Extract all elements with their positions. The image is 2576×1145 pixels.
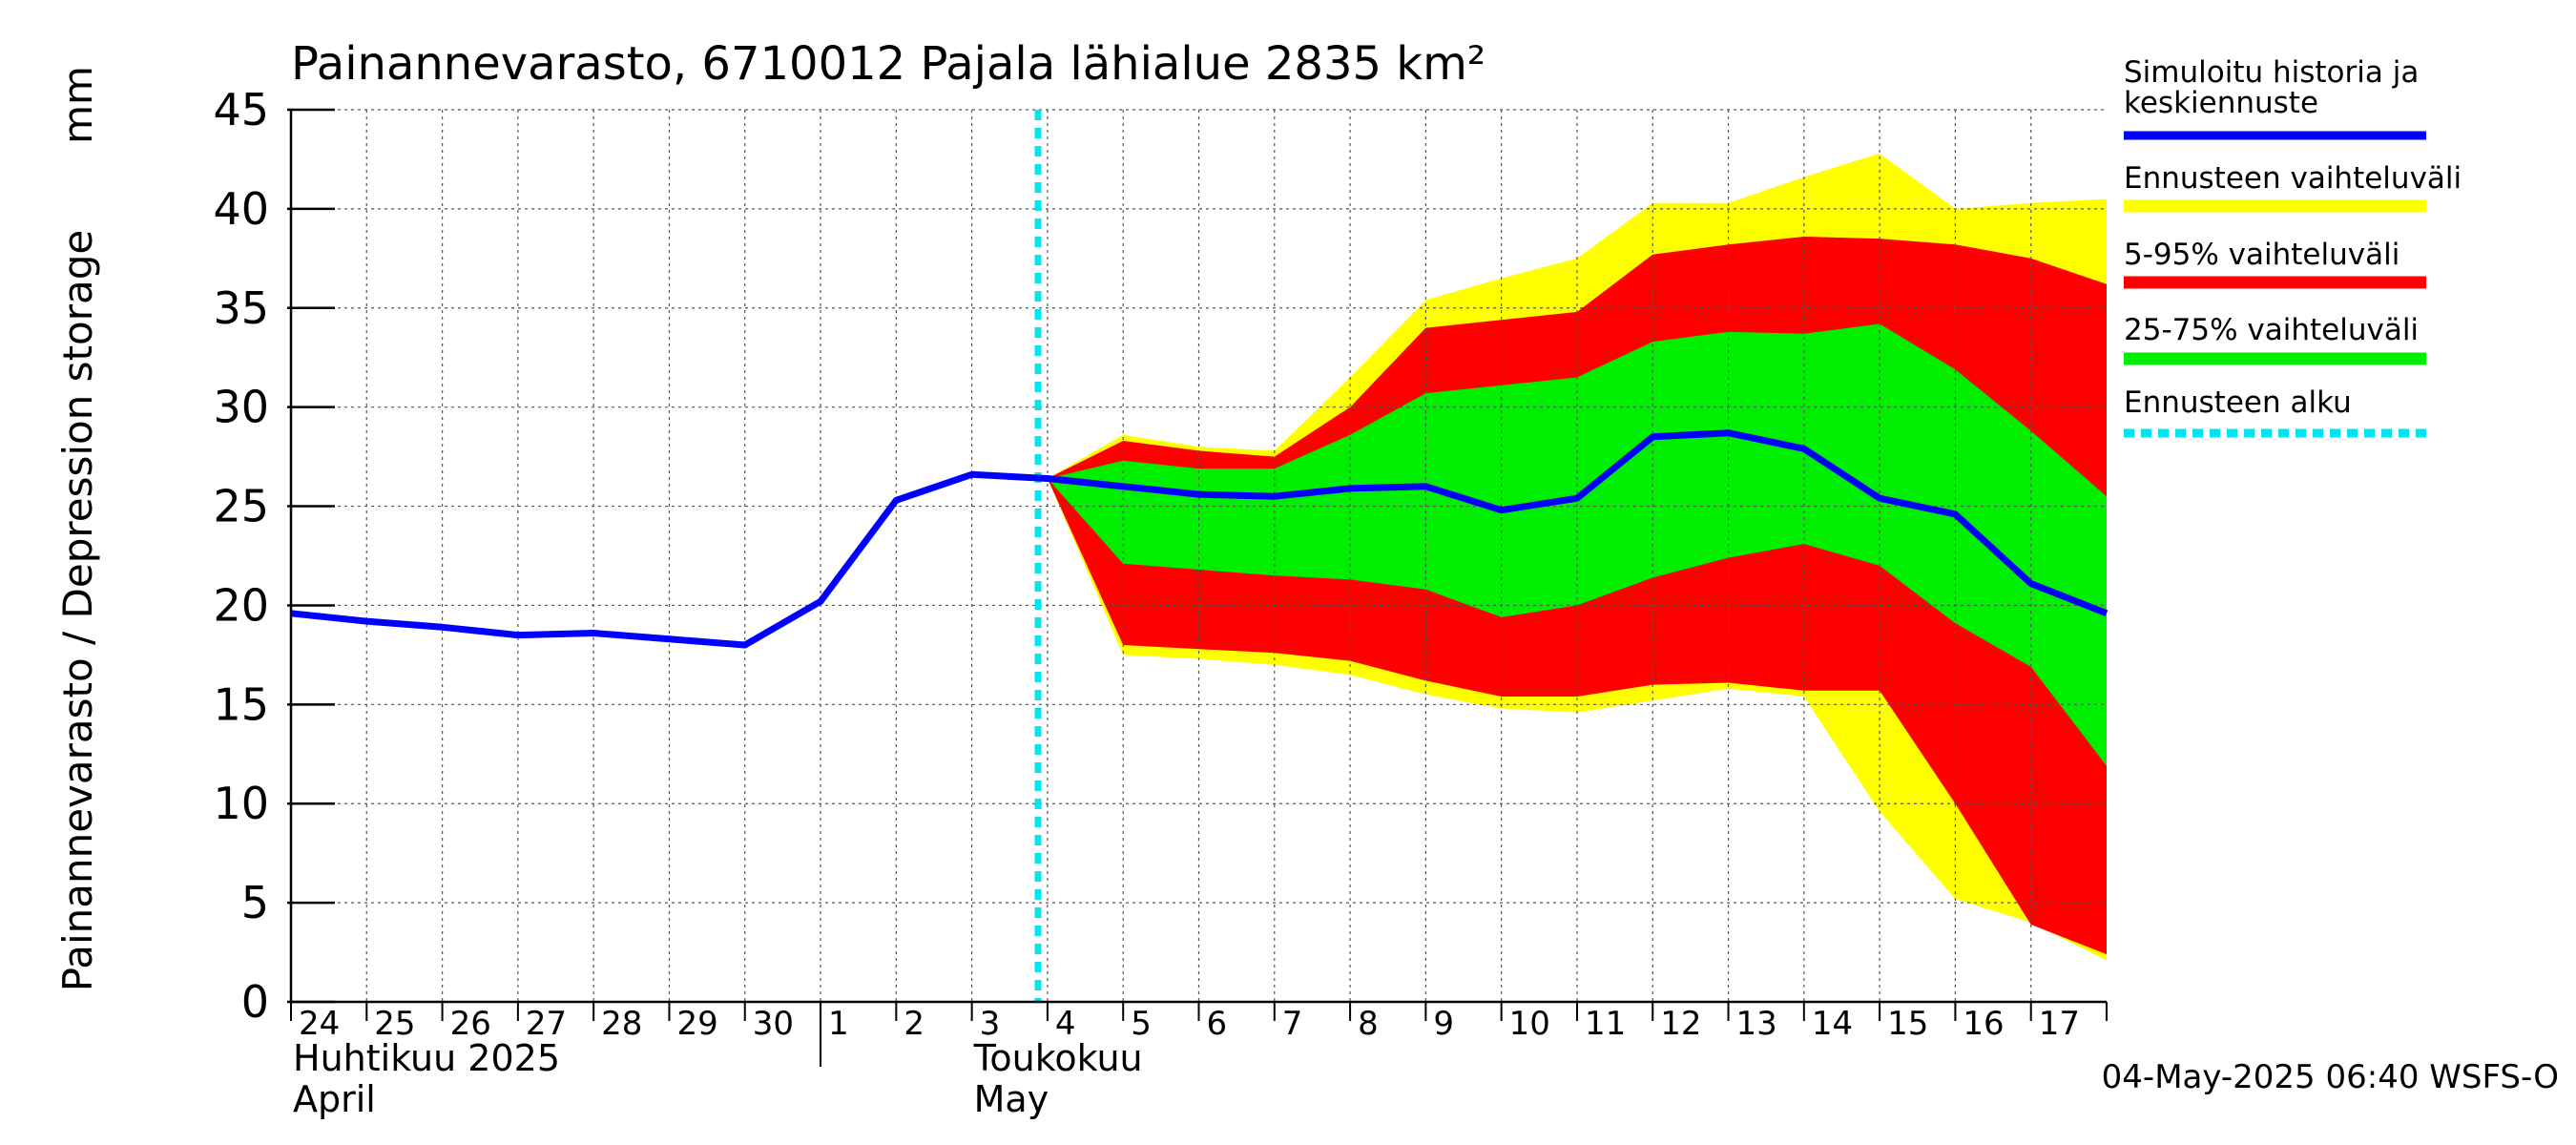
- x-tick-label: 24: [299, 1005, 340, 1043]
- y-tick-label: 15: [213, 678, 269, 730]
- legend-label: Simuloitu historia ja: [2124, 55, 2419, 90]
- x-tick-label: 16: [1963, 1005, 2004, 1043]
- x-tick-label: 5: [1131, 1005, 1152, 1043]
- y-tick-label: 40: [213, 183, 269, 235]
- legend-label: Ennusteen alku: [2124, 385, 2352, 420]
- y-tick-label: 25: [213, 481, 269, 532]
- month-label-en: May: [974, 1078, 1049, 1120]
- x-tick-label: 13: [1736, 1005, 1777, 1043]
- y-axis-label: Painannevarasto / Depression storage: [54, 230, 101, 991]
- month-label-en: April: [293, 1078, 376, 1120]
- y-tick-label: 5: [241, 877, 269, 928]
- x-tick-label: 6: [1207, 1005, 1228, 1043]
- y-tick-label: 45: [213, 84, 269, 135]
- y-tick-label: 10: [213, 778, 269, 829]
- y-tick-label: 30: [213, 382, 269, 433]
- x-tick-label: 26: [450, 1005, 491, 1043]
- data-lines: [290, 110, 2109, 1002]
- x-tick-label: 27: [526, 1005, 567, 1043]
- month-label-fi: Toukokuu: [973, 1037, 1143, 1079]
- footer-timestamp: 04-May-2025 06:40 WSFS-O: [2102, 1058, 2559, 1096]
- x-tick-label: 14: [1812, 1005, 1853, 1043]
- chart-title: Painannevarasto, 6710012 Pajala lähialue…: [291, 37, 1485, 91]
- x-tick-label: 25: [374, 1005, 415, 1043]
- legend-label: 25-75% vaihteluväli: [2124, 313, 2419, 347]
- x-tick-label: 12: [1660, 1005, 1701, 1043]
- x-tick-label: 9: [1433, 1005, 1454, 1043]
- x-tick-label: 4: [1055, 1005, 1076, 1043]
- y-tick-label: 0: [241, 976, 269, 1028]
- x-tick-label: 17: [2039, 1005, 2080, 1043]
- x-tick-label: 3: [980, 1005, 1001, 1043]
- x-tick-label: 7: [1282, 1005, 1303, 1043]
- x-tick-label: 29: [676, 1005, 717, 1043]
- legend-label: 5-95% vaihteluväli: [2124, 238, 2399, 272]
- y-tick-label: 35: [213, 282, 269, 334]
- x-tick-label: 1: [828, 1005, 849, 1043]
- x-tick-label: 30: [753, 1005, 794, 1043]
- x-tick-label: 15: [1887, 1005, 1928, 1043]
- x-tick-label: 10: [1509, 1005, 1550, 1043]
- axes: [287, 108, 2108, 1067]
- legend-label: Ennusteen vaihteluväli: [2124, 161, 2462, 196]
- median-series-line: [290, 429, 2109, 649]
- x-tick-label: 11: [1585, 1005, 1626, 1043]
- grid-lines: [291, 109, 2107, 1002]
- x-tick-label: 2: [904, 1005, 924, 1043]
- y-tick-label: 20: [213, 579, 269, 631]
- month-label-fi: Huhtikuu 2025: [293, 1037, 560, 1079]
- x-tick-label: 28: [601, 1005, 642, 1043]
- y-axis-unit: mm: [54, 66, 101, 144]
- legend-label: keskiennuste: [2124, 86, 2318, 120]
- x-tick-label: 8: [1358, 1005, 1379, 1043]
